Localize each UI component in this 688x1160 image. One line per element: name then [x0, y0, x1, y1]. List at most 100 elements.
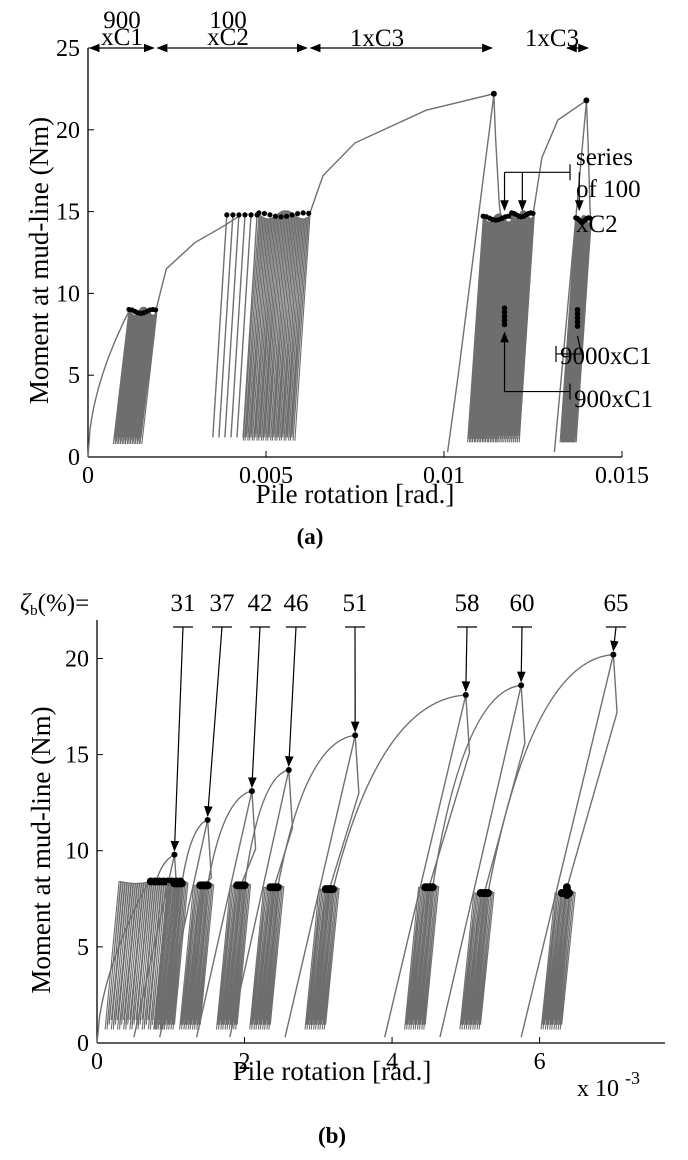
loading-curve [277, 734, 360, 890]
cyclic-peak-point [562, 883, 571, 892]
cyclic-peak-point [230, 212, 236, 218]
transition-loop [218, 214, 234, 438]
peak-point [204, 816, 211, 823]
y-tick-label: 10 [65, 839, 89, 865]
peak-point [352, 732, 359, 739]
phase-label: 100 [209, 7, 247, 34]
cyclic-peak-point [242, 212, 248, 218]
zeta-arrow [461, 626, 471, 693]
x-tick-label: 4 [386, 1049, 398, 1075]
x-tick-label: 0 [82, 463, 94, 489]
x-tick-label: 0.005 [239, 463, 293, 489]
annotation-text: xC2 [576, 211, 618, 238]
y-axis-label: Moment at mud-line (Nm) [26, 706, 56, 993]
chart-panel-a: 0 0.005 0.01 0.015 0 5 10 15 20 25 Pile rotation [… [24, 7, 653, 549]
loading-curve [87, 311, 130, 458]
cyclic-peak-point [278, 214, 284, 220]
cyclic-peak-point [483, 889, 492, 898]
zeta-arrow [610, 626, 619, 652]
unloading-curve [384, 694, 467, 1038]
c1-peak-point [574, 323, 581, 329]
cyclic-peak-point [289, 212, 295, 218]
peak-point [490, 90, 497, 97]
x-axis-label: Pile rotation [rad.] [256, 479, 455, 509]
peak-point [462, 691, 469, 698]
x-axis-label: Pile rotation [rad.] [233, 1056, 432, 1086]
zeta-value: 51 [343, 590, 368, 617]
c1-peak-point [501, 309, 508, 316]
zeta-value: 58 [455, 590, 480, 617]
y-tick-label: 10 [56, 281, 80, 307]
cyclic-loop-bundle [540, 890, 576, 1030]
unloading-curve [439, 685, 522, 1038]
zeta-value: 42 [248, 590, 273, 617]
cyclic-peak-point [236, 212, 242, 218]
c1-peak-point [574, 315, 581, 321]
zeta-value: 37 [210, 590, 235, 617]
c1-peak-point [574, 319, 581, 325]
peak-point [610, 651, 617, 658]
annotation-leader [500, 331, 570, 393]
unloading-curve [553, 101, 588, 453]
loading-curve [154, 214, 242, 312]
cyclic-peak-point [587, 215, 593, 221]
cyclic-peak-point [295, 210, 301, 217]
zeta-arrow [284, 626, 297, 768]
zeta-label: ζb(%)= [20, 590, 89, 619]
x-tick-label: 0 [91, 1049, 103, 1075]
x-tick-label: 6 [534, 1049, 546, 1075]
c1-peak-point [501, 305, 508, 311]
y-tick-label: 0 [68, 445, 80, 471]
c1-peak-point [501, 317, 508, 324]
cyclic-peak-point [428, 883, 437, 892]
loading-curve [181, 819, 213, 886]
zeta-value: 60 [510, 590, 535, 617]
panel-label: (a) [297, 524, 324, 549]
x-axis-multiplier: x 10 -3 [577, 1068, 640, 1102]
zeta-value: 46 [284, 590, 309, 617]
y-tick-label: 5 [68, 363, 80, 389]
cyclic-peak-point [267, 212, 273, 218]
cyclic-loop-bundle [404, 884, 440, 1030]
cyclic-loop-bundle [249, 884, 285, 1030]
annotation-text: of 100 [576, 176, 641, 203]
unloading-curve [284, 735, 356, 1038]
zeta-arrow [248, 626, 261, 789]
loading-curve [487, 653, 618, 894]
transition-loop [242, 214, 258, 438]
unloading-curve [195, 790, 253, 1038]
annotation-text: 900xC1 [574, 386, 653, 413]
x-tick-label: 2 [239, 1049, 251, 1075]
cyclic-peak-point [240, 881, 249, 890]
cyclic-peak-point [261, 210, 268, 217]
transition-loop [212, 214, 228, 438]
annotation-text: series [576, 144, 633, 171]
cyclic-peak-point [273, 883, 282, 892]
zeta-value: 65 [604, 590, 629, 617]
panel-label: (b) [318, 1123, 346, 1148]
cyclic-peak-point [224, 212, 230, 218]
cyclic-loop-bundle [112, 306, 158, 444]
cyclic-peak-point [530, 210, 536, 216]
y-axis-label: Moment at mud-line (Nm) [24, 117, 54, 404]
cyclic-peak-point [300, 210, 306, 216]
transition-loop [224, 214, 240, 438]
y-tick-label: 15 [65, 743, 89, 769]
cyclic-peak-point [254, 212, 260, 218]
loading-curve [431, 684, 526, 894]
x-tick-label: 0.01 [423, 463, 465, 489]
cyclic-peak-point [329, 885, 338, 894]
annotation-text: 9000xC1 [560, 343, 652, 370]
peak-point [171, 851, 178, 858]
cyclic-loop-bundle [304, 886, 340, 1030]
c1-peak-point [574, 311, 581, 317]
transition-loop [230, 214, 246, 438]
transition-loop [236, 214, 252, 438]
cyclic-peak-point [203, 881, 212, 890]
loading-curve [308, 92, 502, 219]
peak-point [248, 788, 255, 795]
phase-label: xC2 [207, 24, 249, 51]
zeta-arrow [204, 626, 223, 818]
peak-point [285, 766, 292, 773]
